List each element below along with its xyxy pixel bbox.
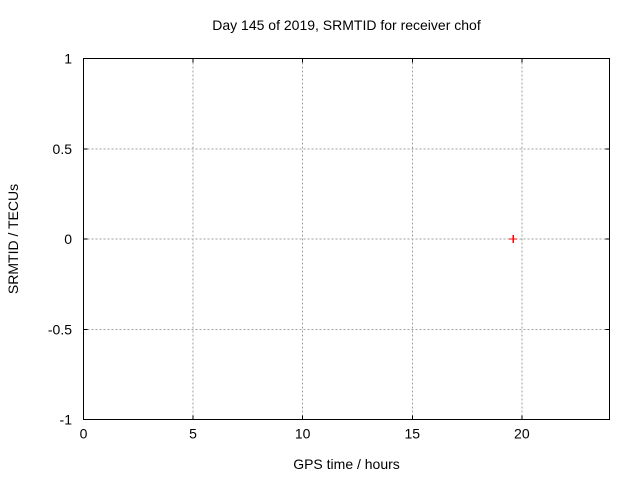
chart-title: Day 145 of 2019, SRMTID for receiver cho… xyxy=(212,17,481,33)
x-axis-label: GPS time / hours xyxy=(293,456,400,472)
plot-border xyxy=(83,58,610,420)
plot-area: 0 5 10 15 20 -1 -0.5 0 0.5 1 xyxy=(48,51,610,442)
x-tick-label: 20 xyxy=(514,426,530,442)
y-tick-label: -0.5 xyxy=(48,321,72,337)
x-tick-label: 0 xyxy=(80,426,88,442)
y-tick-label: 0 xyxy=(64,231,72,247)
x-tick-label: 15 xyxy=(404,426,420,442)
y-axis-label: SRMTID / TECUs xyxy=(5,184,21,294)
y-tick-label: 1 xyxy=(64,51,72,67)
x-tick-label: 5 xyxy=(189,426,197,442)
y-tick-label: -1 xyxy=(60,412,73,428)
y-tick-label: 0.5 xyxy=(53,141,73,157)
x-tick-label: 10 xyxy=(295,426,311,442)
